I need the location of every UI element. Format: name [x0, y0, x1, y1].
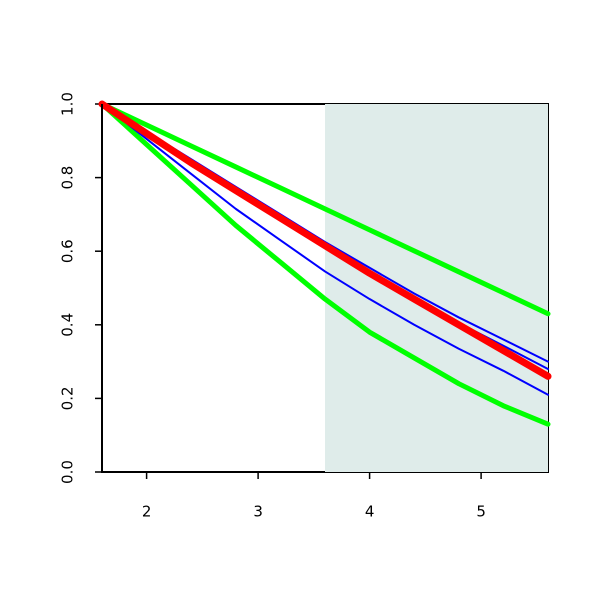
y-tick-label: 0.6 — [59, 239, 77, 263]
shaded-region — [325, 104, 548, 472]
y-tick-label: 0.2 — [59, 386, 77, 410]
series-line — [98, 100, 552, 380]
series-line — [99, 101, 551, 427]
series-line — [99, 101, 551, 317]
x-tick-label: 5 — [476, 503, 486, 521]
x-tick-label: 4 — [365, 503, 375, 521]
y-tick-label: 0.0 — [59, 460, 77, 484]
x-tick-label: 3 — [253, 503, 263, 521]
y-tick-label: 0.4 — [59, 313, 77, 337]
y-tick-label: 0.8 — [59, 166, 77, 190]
x-tick-label: 2 — [142, 503, 152, 521]
series-line — [101, 103, 549, 396]
y-tick-label: 1.0 — [59, 92, 77, 116]
